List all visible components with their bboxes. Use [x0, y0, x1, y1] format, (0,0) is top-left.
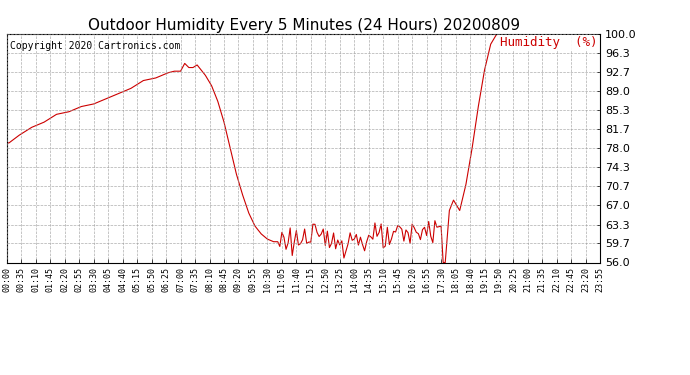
- Text: Humidity  (%): Humidity (%): [500, 36, 598, 49]
- Title: Outdoor Humidity Every 5 Minutes (24 Hours) 20200809: Outdoor Humidity Every 5 Minutes (24 Hou…: [88, 18, 520, 33]
- Text: Copyright 2020 Cartronics.com: Copyright 2020 Cartronics.com: [10, 40, 180, 51]
